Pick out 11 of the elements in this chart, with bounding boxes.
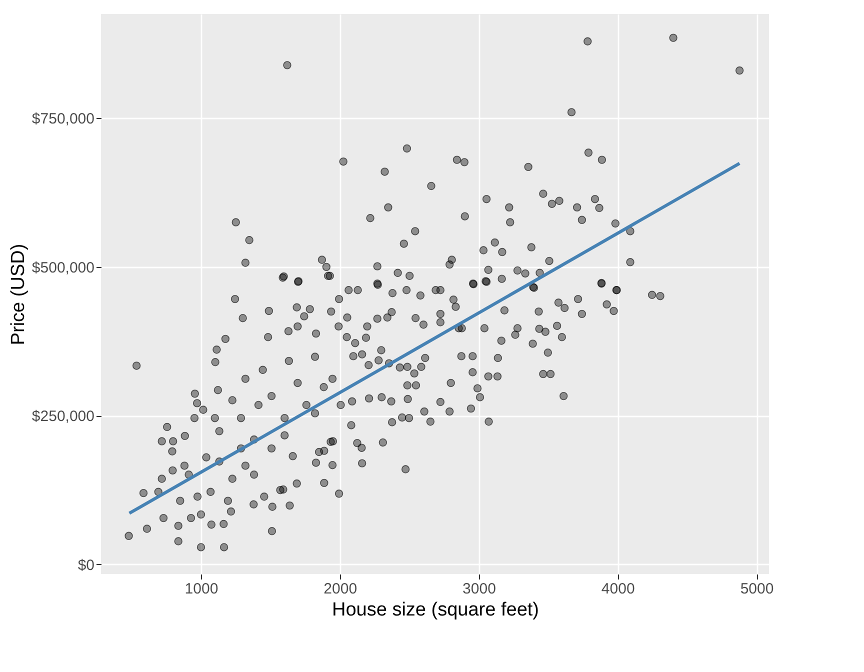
- x-axis-title: House size (square feet): [332, 600, 539, 620]
- y-tick-label: $0: [78, 556, 94, 574]
- x-tick-label: 4000: [601, 580, 635, 598]
- x-tick-label: 1000: [184, 580, 218, 598]
- y-tick-label: $250,000: [32, 408, 94, 426]
- x-tick-label: 2000: [324, 580, 358, 598]
- x-tick-label: 5000: [740, 580, 774, 598]
- y-axis-title: Price (USD): [8, 244, 29, 346]
- x-tick-label: 3000: [462, 580, 496, 598]
- y-tick-label: $500,000: [32, 259, 94, 276]
- y-tick-label: $750,000: [32, 110, 94, 128]
